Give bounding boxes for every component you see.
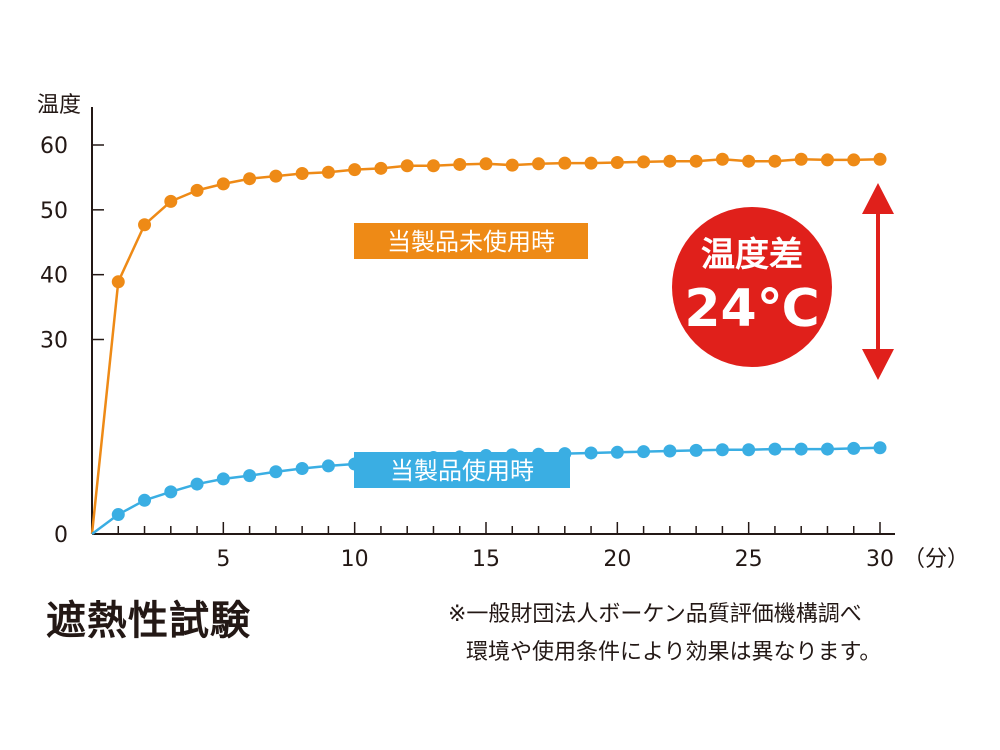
data-point [295, 462, 309, 476]
data-point [111, 275, 125, 289]
data-point [768, 442, 782, 456]
data-point [689, 443, 703, 457]
data-point [321, 165, 335, 179]
data-point [715, 443, 729, 457]
y-tick-label: 40 [40, 264, 68, 289]
data-point [742, 443, 756, 457]
y-tick-label: 50 [40, 199, 68, 224]
data-point [190, 183, 204, 197]
data-point [348, 163, 362, 177]
data-point [637, 155, 651, 169]
difference-arrow-head-up [862, 183, 894, 214]
data-point [138, 493, 152, 507]
data-point [715, 152, 729, 166]
x-tick-label: 5 [216, 547, 230, 572]
data-point [873, 441, 887, 455]
data-point [663, 444, 677, 458]
y-tick-label: 30 [40, 329, 68, 354]
data-point [689, 154, 703, 168]
x-tick-label: 15 [472, 547, 500, 572]
data-point [164, 194, 178, 208]
data-point [295, 167, 309, 181]
series-label-box [354, 452, 570, 488]
data-point [321, 459, 335, 473]
data-point [453, 157, 467, 171]
x-axis-unit: （分） [903, 547, 969, 572]
y-axis-label: 温度 [37, 93, 81, 118]
x-tick-label: 10 [341, 547, 369, 572]
data-point [742, 154, 756, 168]
series-label-text: 当製品未使用時 [387, 228, 555, 256]
data-point [637, 445, 651, 459]
source-note: ※一般財団法人ボーケン品質評価機構調べ [448, 602, 862, 627]
data-point [794, 152, 808, 166]
x-tick-label: 20 [603, 547, 631, 572]
difference-value: 24℃ [684, 279, 819, 339]
data-point [584, 446, 598, 460]
data-point [426, 159, 440, 173]
data-point [847, 153, 861, 167]
x-tick-label: 30 [866, 547, 894, 572]
temperature-difference-annotation: 温度差 24℃ [672, 183, 894, 380]
data-point [663, 154, 677, 168]
data-point [243, 469, 257, 483]
data-point [820, 442, 834, 456]
series-label-box [354, 223, 588, 259]
data-point [111, 508, 125, 522]
data-point [269, 465, 283, 479]
chart-heading: 遮熱性試験 [46, 598, 251, 644]
y-tick-label: 60 [40, 134, 68, 159]
data-point [820, 153, 834, 167]
data-point [269, 169, 283, 183]
data-point [558, 156, 572, 170]
data-point [847, 441, 861, 455]
data-point [873, 152, 887, 166]
data-point [243, 172, 257, 186]
data-point [138, 218, 152, 232]
x-tick-label: 25 [735, 547, 763, 572]
y-tick-label: 0 [54, 523, 68, 548]
data-point [400, 159, 414, 173]
data-point [216, 177, 230, 191]
data-point [190, 477, 204, 491]
series-label-text: 当製品使用時 [390, 457, 534, 485]
data-point [794, 442, 808, 456]
data-point [505, 158, 519, 172]
difference-badge [672, 207, 832, 367]
data-point [584, 156, 598, 170]
chart-axes: 5 10 15 20 25 30 （分） 0 30 40 50 60 温度 [37, 93, 969, 572]
data-point [610, 445, 624, 459]
data-point [532, 157, 546, 171]
data-point [610, 156, 624, 170]
difference-label: 温度差 [701, 235, 803, 275]
data-point [216, 472, 230, 486]
data-point [164, 485, 178, 499]
data-point [374, 161, 388, 175]
disclaimer-note: 環境や使用条件により効果は異なります。 [466, 640, 882, 665]
data-point [768, 154, 782, 168]
data-point [479, 157, 493, 171]
difference-arrow-head-down [862, 349, 894, 380]
